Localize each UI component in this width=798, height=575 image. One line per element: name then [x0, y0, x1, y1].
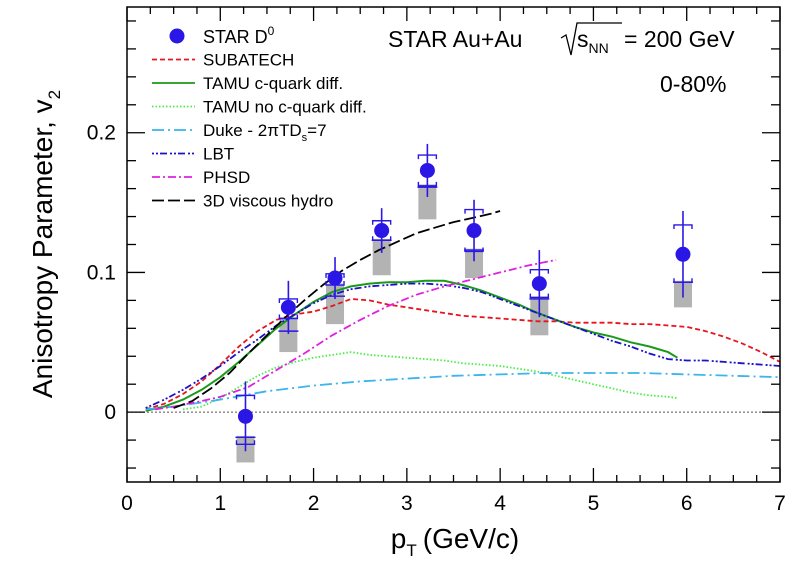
series-line: [154, 259, 557, 411]
legend-label-main: 3D viscous hydro: [203, 192, 333, 211]
legend-label-main: STAR D: [203, 27, 268, 47]
sys-bracket-top: [278, 298, 299, 303]
sys-bracket-top: [371, 220, 392, 225]
legend-item: TAMU c-quark diff.: [152, 74, 343, 93]
x-tick-label: 7: [774, 492, 786, 515]
x-tick-label: 3: [401, 492, 413, 515]
data-point: [466, 223, 482, 239]
series-line: [145, 279, 678, 412]
centrality-label: 0-80%: [660, 71, 726, 97]
legend-label-main: Duke - 2πTD: [203, 121, 302, 140]
energy-label: = 200 GeV: [624, 26, 735, 52]
sys-bracket-bottom: [278, 314, 299, 320]
series-line: [182, 351, 678, 411]
data-points: [235, 143, 693, 452]
x-axis-title-unit: (GeV/c): [423, 523, 519, 554]
sys-bracket-top: [464, 208, 484, 214]
legend-label-main: TAMU no c-quark diff.: [203, 98, 367, 117]
legend-label-sub: s: [302, 132, 308, 144]
legend-label-main: PHSD: [203, 168, 250, 187]
legend-item-star-d0: STAR D0: [169, 24, 275, 47]
data-point: [419, 162, 435, 178]
legend-item: 3D viscous hydro: [152, 192, 333, 211]
y-axis-title-sub: 2: [45, 90, 64, 99]
series-line: [145, 372, 780, 411]
x-tick-label: 1: [214, 492, 226, 515]
sys-bracket-top: [673, 224, 693, 229]
x-axis-title: pT (GeV/c): [391, 523, 519, 560]
data-point: [675, 246, 691, 262]
model-curves: [145, 210, 780, 412]
y-tick-label: 0.1: [87, 261, 116, 284]
sqrt-argument: sNN: [577, 26, 609, 56]
experiment-annotation: STAR Au+Au sNN = 200 GeV 0-80%: [388, 22, 735, 97]
systematic-box: [279, 317, 298, 353]
sys-bracket-top: [417, 154, 438, 160]
x-axis-title-main: p: [391, 523, 407, 554]
data-point: [280, 299, 296, 315]
systematic-box: [465, 248, 484, 279]
legend-item: PHSD: [152, 168, 250, 187]
legend-label: SUBATECH: [203, 51, 294, 70]
series-line: [173, 210, 501, 409]
x-tick-label: 0: [121, 492, 133, 515]
legend-label-main: TAMU c-quark diff.: [203, 74, 343, 93]
legend-label: LBT: [203, 145, 234, 164]
legend-item: TAMU no c-quark diff.: [152, 98, 367, 117]
legend-marker: [169, 28, 185, 44]
legend-label-main: SUBATECH: [203, 51, 294, 70]
y-axis-title-main: Anisotropy Parameter, v: [27, 99, 58, 398]
systematic-box: [372, 238, 391, 276]
y-axis-title: Anisotropy Parameter, v2: [27, 90, 64, 398]
x-tick-label: 5: [588, 492, 600, 515]
sys-bracket-bottom: [529, 293, 550, 299]
sys-bracket-bottom: [235, 440, 256, 445]
legend-label: PHSD: [203, 168, 250, 187]
y-tick-label: 0: [104, 401, 116, 424]
data-point: [237, 408, 253, 424]
legend-label: TAMU c-quark diff.: [203, 74, 343, 93]
sqrt-subscript: NN: [589, 40, 609, 56]
legend-label-suffix: =7: [307, 121, 326, 140]
sys-bracket-top: [529, 268, 550, 274]
series-line: [145, 298, 780, 411]
x-axis-title-sub: T: [406, 541, 416, 560]
legend-item: SUBATECH: [152, 51, 294, 70]
data-point: [327, 270, 343, 286]
legend-label-sup: 0: [268, 24, 275, 38]
data-point: [374, 223, 390, 239]
x-tick-label: 4: [494, 492, 506, 515]
chart-title: STAR Au+Au: [388, 26, 522, 52]
series-line: [145, 282, 780, 409]
systematic-box: [418, 184, 437, 220]
legend-label: STAR D0: [203, 24, 275, 47]
x-tick-label: 2: [308, 492, 320, 515]
x-tick-label: 6: [681, 492, 693, 515]
sys-bracket-bottom: [417, 181, 438, 187]
legend-item: LBT: [152, 145, 234, 164]
legend-label-main: LBT: [203, 145, 234, 164]
sqrt-symbol: [560, 22, 622, 56]
axis-ticks: 0 1 2 3 4 5 6 7 0 0.1 0.2: [87, 7, 786, 515]
data-point: [531, 276, 547, 292]
legend-item: Duke - 2πTDs=7: [152, 121, 327, 144]
sqrt-s: s: [577, 26, 589, 52]
legend: STAR D0 SUBATECH TAMU c-quark diff. TAMU no…: [152, 24, 367, 211]
legend-label: Duke - 2πTDs=7: [203, 121, 327, 144]
legend-label: 3D viscous hydro: [203, 192, 333, 211]
sys-bracket-top: [235, 394, 256, 400]
y-tick-label: 0.2: [87, 122, 116, 145]
legend-label: TAMU no c-quark diff.: [203, 98, 367, 117]
